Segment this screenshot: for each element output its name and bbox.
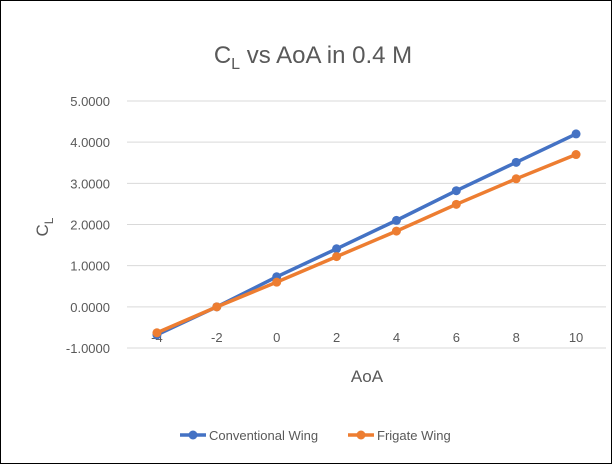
legend-label: Conventional Wing (209, 428, 318, 443)
data-point (451, 186, 461, 196)
x-axis-label: AoA (351, 367, 384, 386)
chart-title: CL vs AoA in 0.4 M (214, 42, 412, 73)
data-point (152, 328, 162, 338)
y-tick-label: 3.0000 (70, 176, 110, 191)
x-tick-label: 2 (333, 330, 340, 345)
x-tick-label: 0 (273, 330, 280, 345)
y-tick-label: 2.0000 (70, 218, 110, 233)
y-axis-label: CL (33, 217, 56, 236)
x-tick-label: -2 (211, 330, 223, 345)
data-point (391, 215, 401, 225)
series-2 (152, 150, 581, 338)
y-tick-label: -1.0000 (66, 341, 110, 356)
x-tick-label: 10 (569, 330, 583, 345)
legend-item-2: Frigate Wing (348, 428, 451, 443)
legend-marker (188, 430, 198, 440)
data-point (511, 174, 521, 184)
x-tick-label: 6 (453, 330, 460, 345)
data-point (571, 129, 581, 139)
data-point (451, 199, 461, 209)
legend-label: Frigate Wing (377, 428, 451, 443)
data-point (571, 150, 581, 160)
data-point (332, 244, 342, 254)
x-tick-label: 8 (513, 330, 520, 345)
x-tick-label: 4 (393, 330, 400, 345)
y-tick-label: 4.0000 (70, 135, 110, 150)
data-point (272, 277, 282, 287)
data-point (212, 302, 222, 312)
legend-item-1: Conventional Wing (180, 428, 318, 443)
y-tick-label: 5.0000 (70, 94, 110, 109)
data-point (511, 157, 521, 167)
legend-marker (356, 430, 366, 440)
data-point (332, 252, 342, 262)
series-line (156, 152, 577, 335)
y-tick-label: 0.0000 (70, 300, 110, 315)
y-tick-label: 1.0000 (70, 259, 110, 274)
data-point (391, 226, 401, 236)
